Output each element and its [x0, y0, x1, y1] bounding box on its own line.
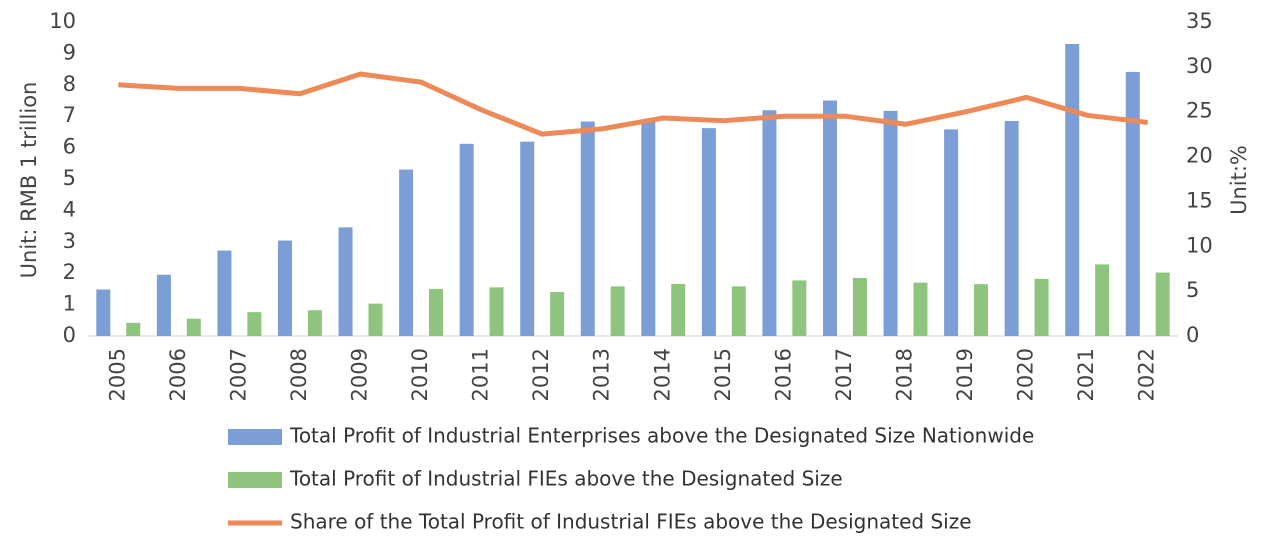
bar	[1004, 120, 1019, 336]
bar	[186, 318, 201, 336]
bar	[217, 250, 232, 336]
x-tick-label: 2009	[348, 348, 372, 401]
legend-label: Share of the Total Profit of Industrial …	[290, 510, 972, 534]
bar	[610, 286, 625, 336]
x-tick-label: 2015	[711, 348, 735, 401]
y-tick-label: 3	[63, 229, 76, 253]
bar	[277, 240, 292, 336]
x-tick-label: 2006	[166, 348, 190, 401]
y-tick-label: 4	[63, 197, 76, 221]
bar	[550, 292, 565, 336]
bar	[1065, 43, 1080, 336]
x-tick-label: 2008	[287, 348, 311, 401]
bar	[399, 169, 414, 336]
x-tick-label: 2021	[1074, 348, 1098, 401]
bar	[96, 289, 111, 336]
bar	[429, 288, 444, 336]
bar	[156, 274, 171, 336]
bar	[944, 129, 959, 336]
y2-tick-label: 10	[1186, 233, 1213, 257]
bar	[307, 310, 322, 336]
x-tick-label: 2020	[1014, 348, 1038, 401]
y2-tick-label: 25	[1186, 99, 1213, 123]
y-tick-label: 1	[63, 292, 76, 316]
bar	[520, 141, 535, 336]
y-tick-label: 6	[63, 135, 76, 159]
y-tick-label: 8	[63, 72, 76, 96]
bar	[1125, 71, 1140, 337]
y-axis-label: Unit: RMB 1 trillion	[17, 82, 41, 279]
y-tick-label: 10	[49, 9, 76, 33]
line	[118, 71, 1149, 137]
bar	[1155, 272, 1170, 336]
y-tick-label: 0	[63, 323, 76, 347]
bar	[1034, 278, 1049, 336]
bar	[580, 121, 595, 337]
bar	[731, 286, 746, 336]
bar	[368, 303, 383, 336]
x-tick-label: 2014	[650, 348, 674, 401]
y2-tick-label: 30	[1186, 54, 1213, 78]
bar	[1095, 264, 1110, 336]
bar	[792, 280, 807, 336]
bar	[641, 119, 656, 336]
x-tick-label: 2013	[590, 348, 614, 401]
y2-tick-label: 35	[1186, 9, 1213, 33]
x-tick-label: 2010	[408, 348, 432, 401]
bar	[822, 100, 837, 336]
bar	[913, 282, 928, 336]
x-tick-label: 2011	[469, 348, 493, 401]
y2-tick-label: 5	[1186, 278, 1199, 302]
y-tick-label: 7	[63, 103, 76, 127]
legend-swatch	[228, 472, 282, 488]
legend-label: Total Profit of Industrial FIEs above th…	[289, 467, 843, 491]
bar	[701, 128, 716, 336]
x-tick-label: 2007	[226, 348, 250, 401]
x-tick-label: 2019	[953, 348, 977, 401]
y-tick-label: 5	[63, 166, 76, 190]
y-tick-label: 9	[63, 40, 76, 64]
bar	[126, 322, 141, 336]
bar	[489, 287, 504, 336]
y2-tick-label: 0	[1186, 323, 1199, 347]
x-tick-label: 2018	[893, 348, 917, 401]
bar	[974, 284, 989, 336]
y-tick-label: 2	[63, 260, 76, 284]
x-tick-label: 2017	[832, 348, 856, 401]
y2-tick-label: 20	[1186, 144, 1213, 168]
bar	[459, 143, 474, 336]
bar	[338, 227, 353, 336]
legend-label: Total Profit of Industrial Enterprises a…	[289, 424, 1034, 448]
x-tick-label: 2012	[529, 348, 553, 401]
y2-axis-label: Unit:%	[1227, 145, 1251, 215]
bar	[671, 283, 686, 336]
bar	[247, 312, 262, 336]
bar	[883, 110, 898, 336]
x-tick-label: 2005	[105, 348, 129, 401]
y2-tick-label: 15	[1186, 188, 1213, 212]
bar	[762, 110, 777, 336]
x-tick-label: 2016	[771, 348, 795, 401]
x-tick-label: 2022	[1135, 348, 1159, 401]
bar	[852, 277, 867, 336]
legend-swatch	[228, 429, 282, 445]
